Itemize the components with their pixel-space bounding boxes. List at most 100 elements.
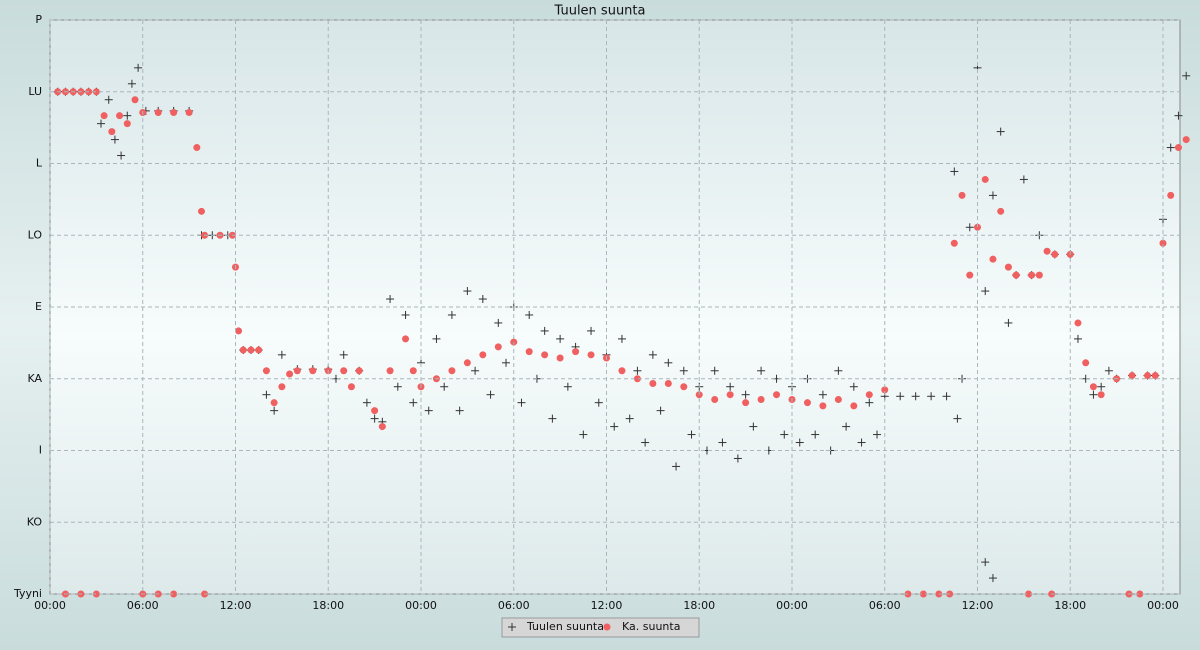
dot-point: [371, 407, 379, 415]
cross-point: [463, 287, 472, 296]
dot-point: [170, 590, 178, 598]
x-tick-label: 12:00: [591, 599, 623, 612]
dot-point: [1159, 239, 1167, 247]
dot-point: [989, 255, 997, 263]
cross-point: [648, 350, 657, 359]
x-tick-label: 06:00: [869, 599, 901, 612]
cross-point: [865, 398, 874, 407]
cross-point: [277, 350, 286, 359]
dot-point: [950, 239, 958, 247]
dot-point: [1028, 271, 1036, 279]
dot-point: [1167, 191, 1175, 199]
x-tick-label: 00:00: [776, 599, 808, 612]
dot-point: [1004, 263, 1012, 271]
dot-point: [108, 128, 116, 136]
cross-point: [386, 295, 395, 304]
dot-point: [494, 343, 502, 351]
cross-point: [494, 318, 503, 327]
dot-point: [603, 623, 611, 631]
dot-point: [1128, 372, 1136, 380]
cross-point: [996, 127, 1005, 136]
cross-point: [117, 151, 126, 160]
dot-point: [131, 96, 139, 104]
cross-point: [656, 406, 665, 415]
dot-point: [997, 207, 1005, 215]
cross-point: [741, 390, 750, 399]
dot-point: [525, 348, 533, 356]
cross-point: [842, 422, 851, 431]
cross-point: [393, 382, 402, 391]
cross-point: [432, 334, 441, 343]
cross-point: [896, 392, 905, 401]
dot-point: [409, 367, 417, 375]
dot-point: [1174, 144, 1182, 152]
dot-point: [247, 346, 255, 354]
y-tick-label: LO: [28, 228, 43, 241]
x-tick-label: 00:00: [1147, 599, 1179, 612]
dot-point: [803, 399, 811, 407]
cross-point: [471, 366, 480, 375]
dot-point: [92, 590, 100, 598]
cross-point: [950, 167, 959, 176]
cross-point: [687, 430, 696, 439]
cross-point: [811, 430, 820, 439]
cross-point: [594, 398, 603, 407]
cross-point: [953, 414, 962, 423]
x-tick-label: 18:00: [1054, 599, 1086, 612]
cross-point: [362, 398, 371, 407]
cross-point: [981, 287, 990, 296]
dot-point: [92, 88, 100, 96]
dot-point: [773, 391, 781, 399]
x-tick-label: 12:00: [220, 599, 252, 612]
dot-point: [541, 351, 549, 359]
cross-point: [401, 310, 410, 319]
cross-point: [478, 295, 487, 304]
x-tick-label: 06:00: [498, 599, 530, 612]
dot-point: [239, 346, 247, 354]
dot-point: [587, 351, 595, 359]
cross-point: [409, 398, 418, 407]
dot-point: [154, 108, 162, 116]
dot-point: [309, 367, 317, 375]
cross-point: [757, 366, 766, 375]
y-tick-label: L: [36, 157, 43, 170]
x-tick-label: 18:00: [683, 599, 715, 612]
cross-point: [641, 438, 650, 447]
dot-point: [1035, 271, 1043, 279]
y-tick-label: E: [35, 300, 42, 313]
cross-point: [525, 310, 534, 319]
dot-point: [711, 395, 719, 403]
cross-point: [780, 430, 789, 439]
dot-point: [170, 108, 178, 116]
x-tick-label: 00:00: [34, 599, 66, 612]
dot-point: [680, 383, 688, 391]
cross-point: [110, 135, 119, 144]
y-tick-label: P: [35, 13, 42, 26]
dot-point: [881, 386, 889, 394]
dot-point: [100, 112, 108, 120]
dot-point: [757, 395, 765, 403]
dot-point: [378, 423, 386, 431]
dot-point: [340, 367, 348, 375]
dot-point: [1136, 590, 1144, 598]
dot-point: [193, 144, 201, 152]
cross-point: [726, 382, 735, 391]
dot-point: [1089, 383, 1097, 391]
cross-point: [834, 366, 843, 375]
cross-point: [556, 334, 565, 343]
cross-point: [97, 119, 106, 128]
dot-point: [1144, 372, 1152, 380]
cross-point: [1073, 334, 1082, 343]
dot-point: [479, 351, 487, 359]
dot-point: [1012, 271, 1020, 279]
legend-label: Tuulen suunta: [526, 620, 604, 633]
cross-point: [965, 223, 974, 232]
dot-point: [981, 175, 989, 183]
cross-point: [610, 422, 619, 431]
dot-point: [1151, 372, 1159, 380]
cross-point: [927, 392, 936, 401]
cross-point: [508, 623, 516, 631]
cross-point: [424, 406, 433, 415]
cross-point: [733, 454, 742, 463]
